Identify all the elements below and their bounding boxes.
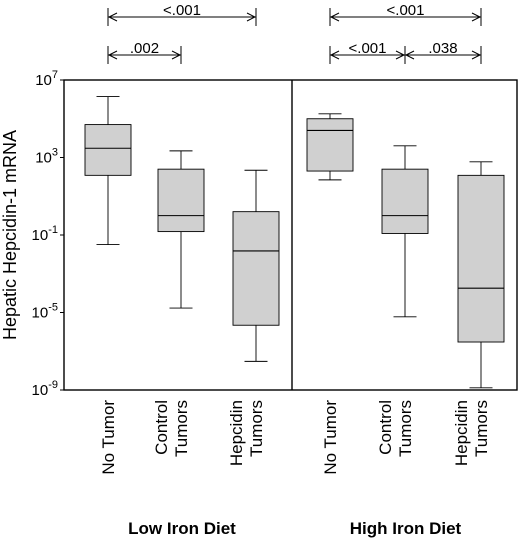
- category-label: No Tumor: [99, 400, 118, 475]
- bracket-arrowhead: [471, 50, 482, 60]
- box-plot: [457, 161, 505, 389]
- box-plot: [306, 113, 354, 181]
- y-tick-label: 103: [35, 147, 58, 167]
- y-axis-title: Hepatic Hepcidin-1 mRNA: [0, 130, 20, 340]
- bracket-arrowhead: [395, 50, 406, 60]
- y-tick-label: 10-1: [32, 224, 58, 244]
- y-tick-label: 10-9: [32, 379, 58, 399]
- category-label: Hepcidin: [227, 400, 246, 466]
- category-label: Tumors: [247, 400, 266, 457]
- category-label: No Tumor: [321, 400, 340, 475]
- category-label: Control: [376, 400, 395, 455]
- box-plot: [157, 150, 205, 309]
- p-value-label: <.001: [163, 2, 201, 19]
- bracket-arrowhead: [329, 12, 340, 22]
- bracket-arrowhead: [107, 12, 118, 22]
- iqr-box: [306, 118, 354, 172]
- p-value-label: .002: [130, 40, 159, 57]
- p-value-label: <.001: [387, 2, 425, 19]
- category-label: Hepcidin: [452, 400, 471, 466]
- p-value-label: <.001: [349, 40, 387, 57]
- iqr-box: [457, 174, 505, 343]
- category-label: Tumors: [172, 400, 191, 457]
- bracket-arrowhead: [329, 50, 340, 60]
- bracket-arrowhead: [471, 12, 482, 22]
- diet-group-label: Low Iron Diet: [128, 519, 236, 538]
- diet-group-label: High Iron Diet: [350, 519, 462, 538]
- bracket-arrowhead: [404, 50, 415, 60]
- category-label: Control: [152, 400, 171, 455]
- iqr-box: [381, 168, 429, 234]
- category-label: Tumors: [396, 400, 415, 457]
- category-label: Tumors: [472, 400, 491, 457]
- y-tick-label: 10-5: [32, 302, 58, 322]
- p-value-label: .038: [428, 40, 457, 57]
- box-plot: [84, 96, 132, 246]
- bracket-arrowhead: [246, 12, 257, 22]
- iqr-box: [157, 168, 205, 233]
- plot-frame: [63, 79, 518, 391]
- box-plot: [381, 145, 429, 318]
- bracket-arrowhead: [107, 50, 118, 60]
- y-tick-label: 107: [35, 69, 58, 89]
- box-plot: [232, 169, 280, 362]
- bracket-arrowhead: [171, 50, 182, 60]
- iqr-box: [232, 211, 280, 326]
- iqr-box: [84, 124, 132, 176]
